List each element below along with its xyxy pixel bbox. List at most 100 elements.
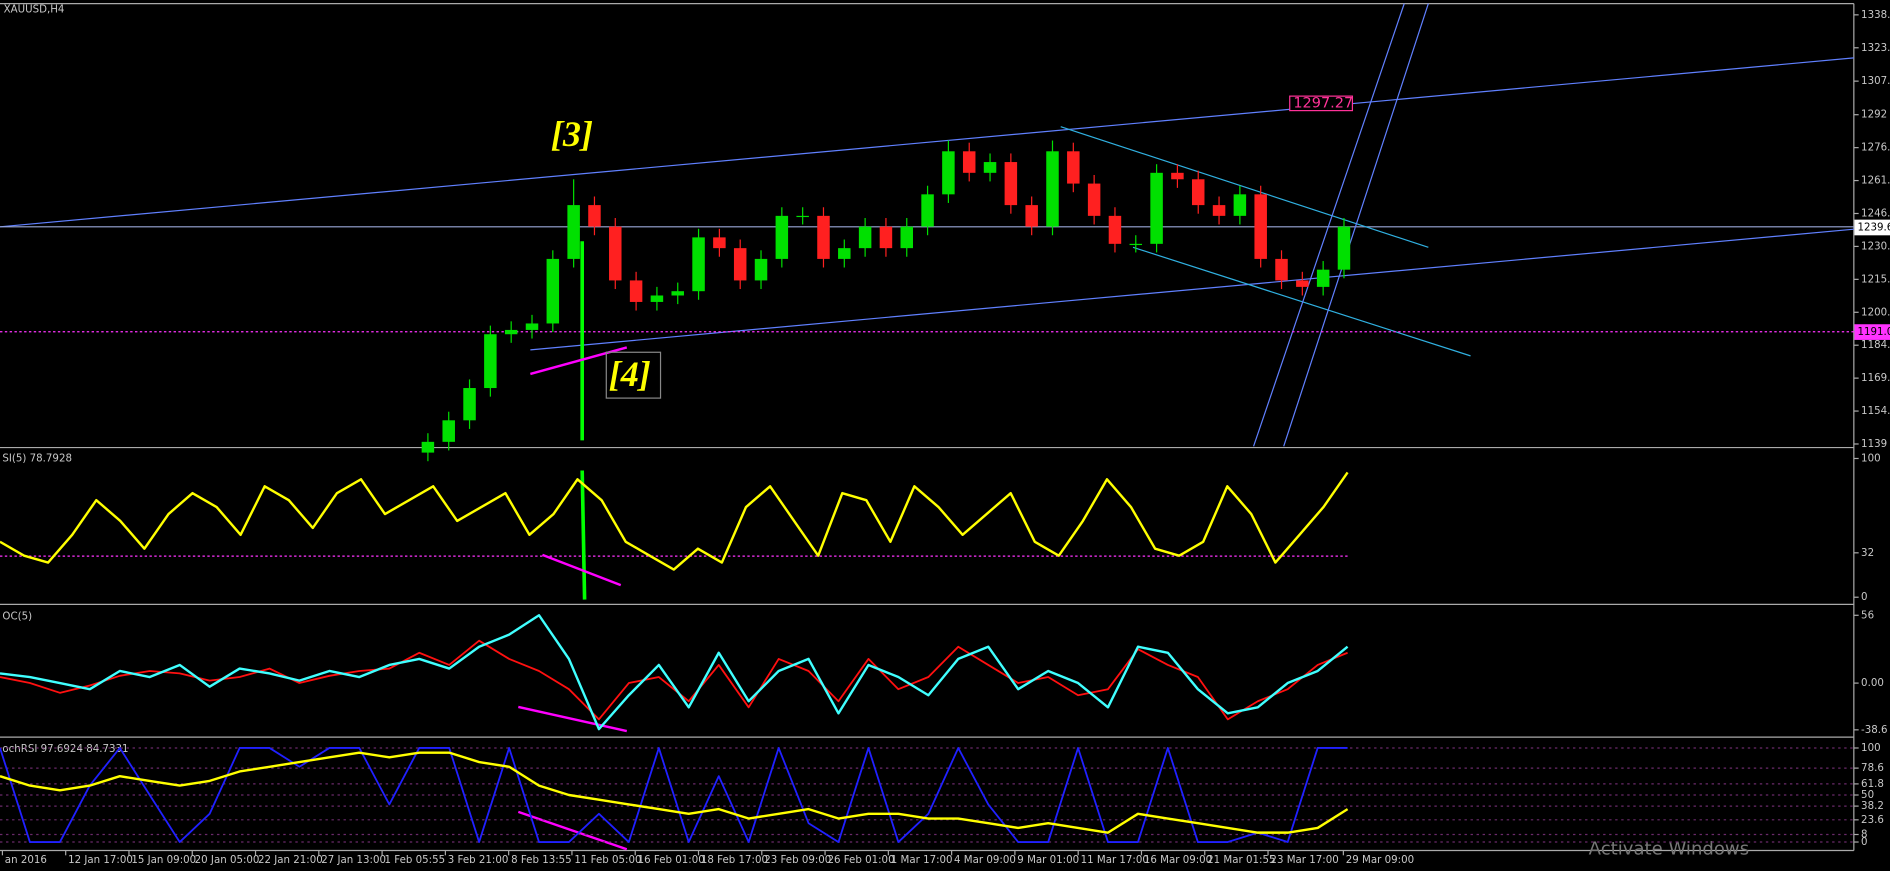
x-tick-label: 12 Jan 17:00 <box>68 854 133 866</box>
candle-body <box>1296 280 1309 287</box>
candle-body <box>962 151 976 173</box>
y-tick-label: 0.00 <box>1861 677 1884 689</box>
candle-body <box>1150 172 1163 244</box>
candle-body <box>442 420 455 442</box>
y-tick-label: 100 <box>1861 742 1881 754</box>
candle-body <box>504 329 518 335</box>
x-tick-label: 22 Jan 21:00 <box>258 854 323 866</box>
symbol-label: XAUUSD,H4 <box>4 4 65 16</box>
y-tick-label: 1261.4 <box>1861 175 1890 187</box>
candle-body <box>1171 172 1184 180</box>
x-tick-label: 26 Feb 01:00 <box>827 854 894 866</box>
x-tick-label: 11 Feb 05:00 <box>574 854 641 866</box>
y-tick-label: 1276.7 <box>1861 142 1890 154</box>
x-tick-label: 23 Mar 17:00 <box>1270 854 1338 866</box>
candle-body <box>650 295 664 302</box>
indicator-line <box>0 614 1349 731</box>
x-tick-label: 4 Mar 09:00 <box>954 854 1016 866</box>
x-tick-label: 15 Jan 09:00 <box>131 854 196 866</box>
candle-body <box>1275 258 1288 281</box>
candle-body <box>858 226 872 249</box>
y-tick-label: 23.6 <box>1861 814 1884 826</box>
y-tick-label: 1139 <box>1861 438 1887 450</box>
y-tick-label: 32 <box>1861 547 1874 559</box>
candle-body <box>1191 179 1205 206</box>
candle-body <box>484 334 497 389</box>
price-label: 1239.6 <box>1857 221 1890 233</box>
candle-body <box>671 291 684 296</box>
x-tick-label: 1 Mar 17:00 <box>891 854 953 866</box>
candle-body <box>1233 194 1247 216</box>
candle-body <box>921 194 934 227</box>
price-label-box <box>1854 324 1890 340</box>
candle-body <box>546 258 560 324</box>
x-tick-label: an 2016 <box>5 854 47 866</box>
y-tick-label: 50 <box>1861 789 1874 801</box>
x-tick-label: 27 Jan 13:00 <box>321 854 386 866</box>
candle-body <box>588 205 601 227</box>
candle-body <box>1129 243 1143 246</box>
y-tick-label: 100 <box>1861 452 1881 464</box>
y-tick-label: 1307.6 <box>1861 75 1890 87</box>
x-tick-label: 3 Feb 21:00 <box>448 854 509 866</box>
candle-body <box>1108 215 1122 244</box>
y-tick-label: -38.6 <box>1861 724 1887 736</box>
price-label-box <box>1289 95 1354 112</box>
candle-body <box>713 237 726 249</box>
candle-body <box>900 226 914 249</box>
candle-body <box>1046 151 1059 227</box>
annotation-box <box>605 351 662 399</box>
candle-body <box>1212 205 1226 216</box>
y-tick-label: 0 <box>1861 591 1868 603</box>
indicator-label: SI(5) 78.7928 <box>2 452 72 464</box>
x-tick-label: 16 Mar 09:00 <box>1144 854 1212 866</box>
candle-body <box>1067 151 1080 184</box>
indicator-line <box>0 471 1349 571</box>
candle-body <box>1254 194 1267 259</box>
candle-body <box>609 226 622 281</box>
candle-body <box>1337 226 1351 270</box>
y-tick-label: 56 <box>1861 609 1874 621</box>
candle-body <box>629 280 643 302</box>
y-tick-label: 1323.1 <box>1861 42 1890 54</box>
indicator-label: OC(5) <box>2 610 32 622</box>
candle-body <box>983 162 997 173</box>
y-tick-label: 1154.3 <box>1861 405 1890 417</box>
candle-body <box>1004 162 1018 206</box>
y-tick-label: 1215.5 <box>1861 273 1890 285</box>
indicator-line <box>0 747 1348 843</box>
wave-label: [3] <box>551 114 593 154</box>
y-tick-label: 1200.2 <box>1861 306 1890 318</box>
price-label: 1297.27 <box>1293 95 1353 111</box>
x-tick-label: 16 Feb 01:00 <box>638 854 705 866</box>
candle-body <box>1087 183 1101 216</box>
candle-body <box>463 388 476 421</box>
y-tick-label: 38.2 <box>1861 800 1884 812</box>
candle-body <box>525 323 539 330</box>
candle-body <box>1316 269 1330 287</box>
candle-body <box>1025 205 1038 227</box>
x-tick-label: 18 Feb 17:00 <box>701 854 768 866</box>
candle-body <box>567 205 580 259</box>
x-tick-label: 20 Jan 05:00 <box>195 854 260 866</box>
y-tick-label: 0 <box>1861 836 1868 848</box>
indicator-label: ochRSI 97.6924 84.7331 <box>2 743 128 755</box>
candle-body <box>775 215 789 259</box>
y-tick-label: 8 <box>1861 829 1868 841</box>
price-label: 1191.0 <box>1857 326 1890 338</box>
x-tick-label: 11 Mar 17:00 <box>1081 854 1149 866</box>
x-tick-label: 21 Mar 01:55 <box>1207 854 1275 866</box>
candle-body <box>421 441 435 453</box>
candle-body <box>817 215 830 259</box>
x-tick-label: 29 Mar 09:00 <box>1346 854 1414 866</box>
watermark: Activate Windows <box>1589 838 1749 859</box>
indicator-line <box>0 751 1349 834</box>
y-tick-label: 1246.1 <box>1861 207 1890 219</box>
y-tick-label: 1184.9 <box>1861 339 1890 351</box>
x-tick-label: 8 Feb 13:55 <box>511 854 572 866</box>
y-tick-label: 1169.6 <box>1861 372 1890 384</box>
candle-body <box>692 237 705 292</box>
